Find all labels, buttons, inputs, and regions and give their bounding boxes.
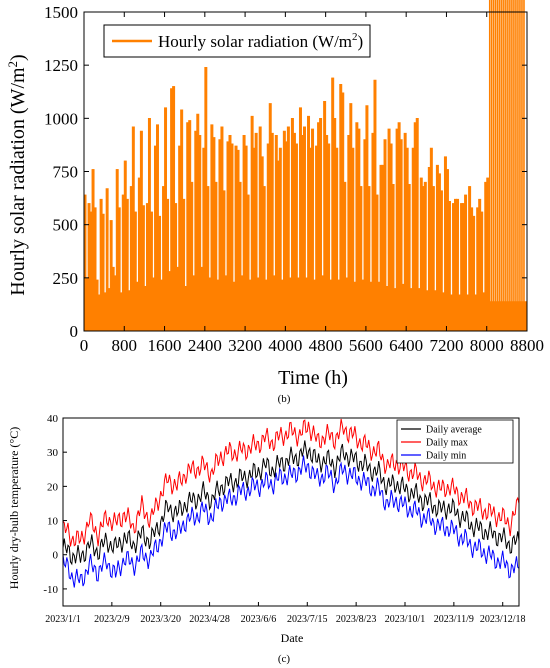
daily-min-line [62, 455, 520, 588]
solar-y-tick-label: 750 [53, 163, 79, 182]
solar-x-tick-label: 8800 [510, 336, 544, 355]
solar-radiation-chart: 0 800 1600 2400 3200 4000 4800 5600 6400 7200 8000… [5, 0, 544, 405]
temperature-x-tick-label: 2023/8/23 [336, 614, 377, 625]
temperature-legend: Daily average Daily max Daily min [396, 419, 514, 464]
solar-x-tick-label: 4000 [268, 336, 302, 355]
solar-x-tick-label: 8000 [470, 336, 504, 355]
solar-x-tick-label: 7200 [429, 336, 463, 355]
temperature-legend-label: Daily average [426, 425, 482, 436]
solar-y-axis-title: Hourly solar radiation (W/m2) [5, 54, 29, 295]
temperature-y-axis-title: Hourly dry-bulb temperature (°C) [7, 427, 21, 589]
temperature-x-tick-label: 2023/11/9 [434, 614, 474, 625]
solar-x-axis-title: Time (h) [278, 367, 348, 389]
solar-x-tick-label: 2400 [188, 336, 222, 355]
solar-x-tick-label: 1600 [148, 336, 182, 355]
temperature-x-tick-label: 2023/6/6 [241, 614, 277, 625]
solar-y-tick-label: 1500 [44, 3, 78, 22]
solar-y-tick-label: 1000 [44, 109, 78, 128]
temperature-y-tick-label: 10 [47, 516, 59, 528]
temperature-y-tick-label: 40 [47, 413, 59, 425]
solar-axes: 0 800 1600 2400 3200 4000 4800 5600 6400 7200 8000… [44, 3, 544, 355]
solar-y-tick-label: 250 [53, 269, 79, 288]
temperature-x-tick-label: 2023/7/15 [287, 614, 328, 625]
temperature-x-tick-label: 2023/2/9 [94, 614, 130, 625]
temperature-axes: -10 0 10 20 30 40 2023/1/1 2023/2/9 2023/3/20 202… [43, 413, 525, 625]
solar-x-tick-label: 6400 [389, 336, 423, 355]
solar-y-tick-label: 500 [53, 216, 79, 235]
solar-x-tick-label: 4800 [309, 336, 343, 355]
temperature-frame [62, 417, 520, 607]
temperature-y-tick-label: 30 [47, 447, 59, 459]
temperature-y-tick-label: 0 [53, 550, 59, 562]
daily-max-line [62, 418, 520, 547]
solar-y-tick-label: 0 [70, 322, 79, 341]
panel-label-c: (c) [278, 653, 291, 665]
temperature-x-tick-label: 2023/10/1 [385, 614, 426, 625]
panel-label-b: (b) [278, 393, 291, 405]
temperature-x-tick-label: 2023/1/1 [45, 614, 81, 625]
temperature-x-tick-label: 2023/4/28 [189, 614, 230, 625]
temperature-chart: -10 0 10 20 30 40 2023/1/1 2023/2/9 2023/3/20 202… [7, 413, 525, 665]
temperature-y-tick-label: -10 [43, 584, 58, 596]
temperature-y-tick-label: 20 [47, 481, 59, 493]
solar-legend-box [103, 24, 371, 58]
temperature-x-axis-title: Date [281, 631, 304, 645]
temperature-legend-label: Daily max [426, 438, 468, 449]
solar-x-tick-label: 3200 [228, 336, 262, 355]
solar-legend-label: Hourly solar radiation (W/m2) [158, 31, 363, 51]
temperature-legend-label: Daily min [426, 451, 466, 462]
solar-x-tick-label: 5600 [349, 336, 383, 355]
solar-x-tick-label: 0 [80, 336, 89, 355]
solar-legend: Hourly solar radiation (W/m2) [103, 24, 371, 58]
solar-x-tick-label: 800 [112, 336, 138, 355]
temperature-x-tick-label: 2023/12/18 [480, 614, 526, 625]
solar-y-tick-label: 1250 [44, 56, 78, 75]
temperature-plot-area [62, 418, 520, 588]
temperature-x-tick-label: 2023/3/20 [140, 614, 181, 625]
temperature-legend-box [396, 419, 514, 464]
daily-average-line [62, 440, 520, 566]
